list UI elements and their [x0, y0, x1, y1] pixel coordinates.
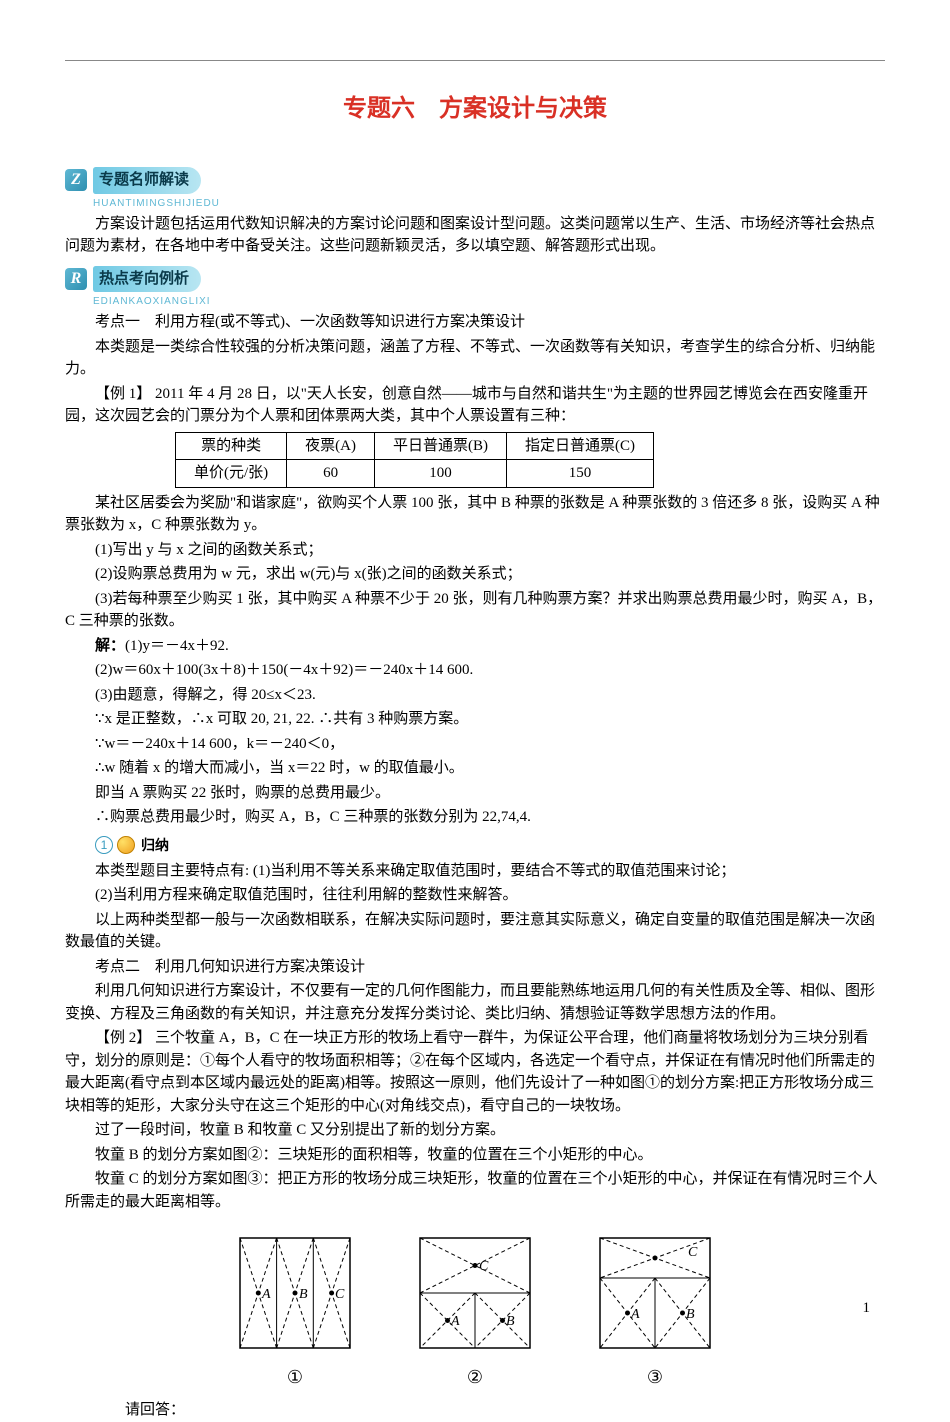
diagrams-row: A B C ① C A B ②	[65, 1228, 885, 1391]
bulb-icon	[117, 836, 135, 854]
ex1-q1: (1)写出 y 与 x 之间的函数关系式；	[65, 539, 885, 562]
diagram-3-caption: ③	[590, 1364, 720, 1391]
sol1: (1)y＝－4x＋92.	[125, 638, 229, 654]
kaodian1-desc: 本类题是一类综合性较强的分析决策问题，涵盖了方程、不等式、一次函数等有关知识，考…	[65, 336, 885, 381]
diagram-3: C A B ③	[590, 1228, 720, 1391]
kaodian1: 考点一 利用方程(或不等式)、一次函数等知识进行方案决策设计	[65, 311, 885, 334]
ex2-p2: 过了一段时间，牧童 B 和牧童 C 又分别提出了新的划分方案。	[65, 1119, 885, 1142]
th: 票的种类	[176, 432, 287, 460]
ex1-intro: 【例 1】 2011 年 4 月 28 日，以"天人长安，创意自然——城市与自然…	[65, 383, 885, 428]
ex2-p3: 牧童 B 的划分方案如图②：三块矩形的面积相等，牧童的位置在三个小矩形的中心。	[65, 1144, 885, 1167]
sol7: 即当 A 票购买 22 张时，购票的总费用最少。	[65, 782, 885, 805]
guina2: (2)当利用方程来确定取值范围时，往往利用解的整数性来解答。	[65, 884, 885, 907]
section-2-pinyin: EDIANKAOXIANGLIXI	[93, 294, 885, 309]
svg-text:C: C	[688, 1245, 698, 1260]
guina-label: 归纳	[141, 835, 169, 856]
ex1-q2: (2)设购票总费用为 w 元，求出 w(元)与 x(张)之间的函数关系式；	[65, 563, 885, 586]
table-row: 票的种类 夜票(A) 平日普通票(B) 指定日普通票(C)	[176, 432, 654, 460]
diagram-3-svg: C A B	[590, 1228, 720, 1358]
td: 100	[375, 460, 507, 488]
sol8: ∴购票总费用最少时，购买 A，B，C 三种票的张数分别为 22,74,4.	[65, 806, 885, 829]
section-1-header: Z 专题名师解读	[65, 167, 885, 194]
guina1: 本类型题目主要特点有: (1)当利用不等关系来确定取值范围时，要结合不等式的取值…	[65, 860, 885, 883]
section-1-label: 专题名师解读	[93, 167, 201, 194]
svg-text:B: B	[686, 1307, 695, 1322]
page-number: 1	[863, 1297, 871, 1320]
solution: 解：(1)y＝－4x＋92.	[65, 635, 885, 658]
diagram-1-caption: ①	[230, 1364, 360, 1391]
circle-1-icon: 1	[95, 836, 113, 854]
diagram-2-svg: C A B	[410, 1228, 540, 1358]
sol3: (3)由题意，得解之，得 20≤x＜23.	[65, 684, 885, 707]
guina-header: 1 归纳	[95, 835, 885, 856]
svg-text:B: B	[299, 1287, 308, 1302]
sol4: ∵x 是正整数，∴x 可取 20, 21, 22. ∴共有 3 种购票方案。	[65, 708, 885, 731]
td: 单价(元/张)	[176, 460, 287, 488]
intro-para: 方案设计题包括运用代数知识解决的方案讨论问题和图案设计型问题。这类问题常以生产、…	[65, 213, 885, 258]
page-title: 专题六 方案设计与决策	[65, 91, 885, 127]
svg-text:A: A	[261, 1287, 271, 1302]
diagram-2-caption: ②	[410, 1364, 540, 1391]
kaodian2: 考点二 利用几何知识进行方案决策设计	[65, 956, 885, 979]
svg-text:B: B	[506, 1314, 515, 1329]
table-row: 单价(元/张) 60 100 150	[176, 460, 654, 488]
td: 150	[507, 460, 654, 488]
diagram-1-svg: A B C	[230, 1228, 360, 1358]
guina3: 以上两种类型都一般与一次函数相联系，在解决实际问题时，要注意其实际意义，确定自变…	[65, 909, 885, 954]
svg-text:A: A	[450, 1314, 460, 1329]
ticket-table: 票的种类 夜票(A) 平日普通票(B) 指定日普通票(C) 单价(元/张) 60…	[175, 432, 654, 488]
svg-text:C: C	[335, 1287, 345, 1302]
sol5: ∵w＝－240x＋14 600，k＝－240＜0，	[65, 733, 885, 756]
th: 指定日普通票(C)	[507, 432, 654, 460]
ex2-intro: 【例 2】 三个牧童 A，B，C 在一块正方形的牧场上看守一群牛，为保证公平合理…	[65, 1027, 885, 1117]
diagram-1: A B C ①	[230, 1228, 360, 1391]
diagram-2: C A B ②	[410, 1228, 540, 1391]
td: 60	[287, 460, 375, 488]
section-1-icon: Z	[65, 169, 87, 191]
th: 平日普通票(B)	[375, 432, 507, 460]
section-2-icon: R	[65, 268, 87, 290]
kaodian2-desc: 利用几何知识进行方案设计，不仅要有一定的几何作图能力，而且要能熟练地运用几何的有…	[65, 980, 885, 1025]
section-2-header: R 热点考向例析	[65, 266, 885, 293]
answer-label: 请回答：	[65, 1399, 885, 1422]
sol2: (2)w＝60x＋100(3x＋8)＋150(－4x＋92)＝－240x＋14 …	[65, 659, 885, 682]
ex2-p4: 牧童 C 的划分方案如图③：把正方形的牧场分成三块矩形，牧童的位置在三个小矩形的…	[65, 1168, 885, 1213]
section-2-label: 热点考向例析	[93, 266, 201, 293]
top-rule	[65, 60, 885, 61]
sol6: ∴w 随着 x 的增大而减小，当 x＝22 时，w 的取值最小。	[65, 757, 885, 780]
svg-text:A: A	[630, 1307, 640, 1322]
ex1-body: 某社区居委会为奖励"和谐家庭"，欲购买个人票 100 张，其中 B 种票的张数是…	[65, 492, 885, 537]
svg-text:C: C	[479, 1259, 489, 1274]
th: 夜票(A)	[287, 432, 375, 460]
ex1-q3: (3)若每种票至少购买 1 张，其中购买 A 种票不少于 20 张，则有几种购票…	[65, 588, 885, 633]
sol-label: 解：	[95, 638, 125, 654]
section-1-pinyin: HUANTIMINGSHIJIEDU	[93, 196, 885, 211]
